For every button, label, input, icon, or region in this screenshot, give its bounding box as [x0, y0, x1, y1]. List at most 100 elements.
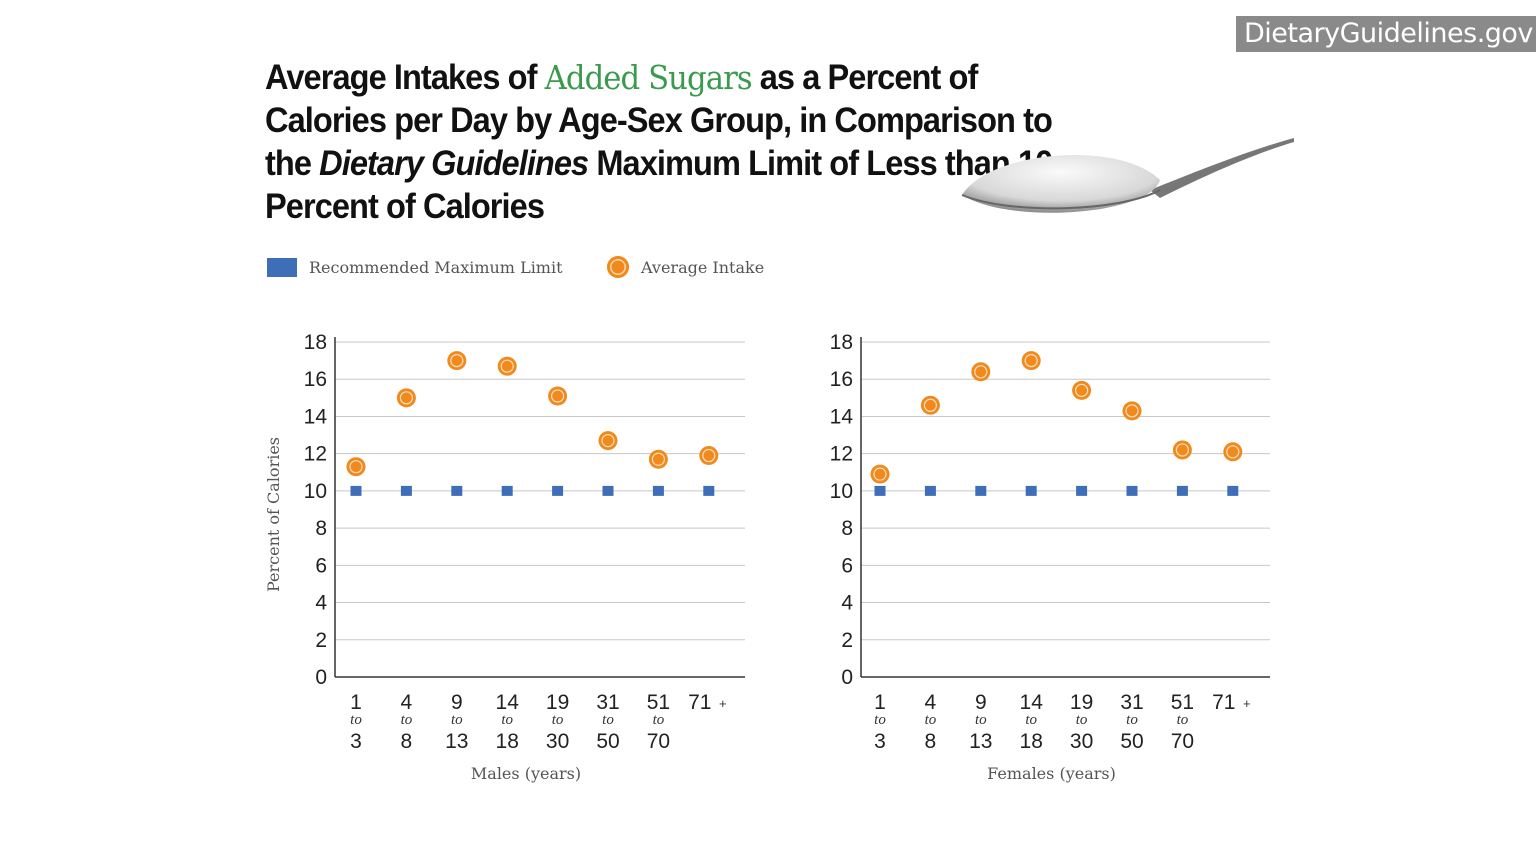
intake-marker-ring — [1074, 383, 1089, 397]
x-tick-label: 3 — [874, 730, 886, 753]
intake-marker — [396, 388, 416, 408]
intake-marker — [548, 386, 568, 406]
intake-marker-ring — [500, 359, 514, 373]
intake-marker — [971, 362, 991, 382]
x-tick-to: to — [1177, 712, 1189, 728]
y-tick-label: 0 — [315, 666, 327, 689]
limit-marker — [703, 485, 715, 496]
y-tick-label: 4 — [841, 592, 853, 615]
intake-marker — [497, 356, 517, 376]
y-tick-label: 14 — [830, 405, 854, 428]
x-tick-to: to — [451, 712, 463, 728]
intake-marker-ring — [1125, 404, 1139, 418]
y-axis-label: Percent of Calories — [264, 437, 283, 592]
x-tick-to: to — [1025, 712, 1037, 728]
site-badge: DietaryGuidelines.gov — [1236, 16, 1536, 52]
limit-marker — [501, 485, 513, 496]
y-tick-label: 8 — [841, 517, 853, 540]
x-tick-label: 9 — [451, 691, 463, 714]
x-tick-label: 71 — [688, 691, 711, 714]
x-tick-label: 1 — [350, 691, 362, 714]
y-tick-label: 18 — [304, 331, 327, 354]
x-tick-label: 9 — [975, 691, 987, 714]
x-tick-to: to — [874, 712, 886, 728]
x-tick-label: 13 — [969, 730, 992, 753]
y-tick-label: 6 — [841, 554, 853, 577]
x-tick-to: to — [602, 712, 614, 728]
x-tick-label: 14 — [496, 691, 520, 714]
x-tick-to: to — [925, 712, 937, 728]
title-part1: Average Intakes of — [265, 58, 545, 97]
legend-circle-icon — [607, 256, 629, 278]
y-tick-label: 18 — [830, 331, 853, 354]
x-tick-label: 18 — [496, 730, 519, 753]
x-tick-label: 4 — [401, 691, 413, 714]
intake-marker-ring — [974, 365, 988, 379]
limit-marker — [652, 485, 664, 496]
intake-marker-ring — [1175, 443, 1190, 457]
intake-marker-ring — [923, 398, 938, 412]
y-tick-label: 6 — [315, 554, 327, 577]
limit-marker — [975, 485, 987, 496]
x-tick-label: 31 — [596, 691, 619, 714]
legend-intake: Average Intake — [607, 256, 764, 278]
limit-marker — [1227, 485, 1239, 496]
intake-marker-ring — [1226, 445, 1240, 459]
x-tick-label: 51 — [647, 691, 670, 714]
limit-marker — [350, 485, 362, 496]
intake-marker — [346, 457, 366, 477]
limit-marker — [1126, 485, 1138, 496]
x-tick-to: to — [350, 712, 362, 728]
limit-marker — [552, 485, 564, 496]
intake-marker — [1122, 401, 1142, 421]
limit-marker — [400, 485, 412, 496]
x-tick-label: 70 — [647, 730, 670, 753]
x-tick-label: 70 — [1171, 730, 1194, 753]
limit-marker — [1076, 485, 1088, 496]
x-axis-label: Males (years) — [471, 764, 581, 783]
intake-marker — [648, 449, 668, 469]
x-tick-to: to — [1126, 712, 1138, 728]
x-tick-label: 19 — [1070, 691, 1093, 714]
limit-marker — [1176, 485, 1188, 496]
limit-marker — [1025, 485, 1037, 496]
x-tick-to: to — [1076, 712, 1088, 728]
y-tick-label: 2 — [315, 629, 327, 652]
intake-marker — [1223, 442, 1243, 462]
x-tick-label: 30 — [1070, 730, 1093, 753]
intake-marker — [1172, 440, 1192, 460]
limit-marker — [602, 485, 614, 496]
x-tick-to: to — [501, 712, 513, 728]
x-tick-label: 8 — [401, 730, 413, 753]
intake-marker — [699, 446, 719, 466]
x-tick-label: 50 — [1120, 730, 1143, 753]
intake-marker — [598, 431, 618, 451]
x-tick-plus: + — [1243, 696, 1251, 711]
x-tick-label: 51 — [1171, 691, 1194, 714]
intake-marker — [1021, 351, 1041, 371]
x-tick-label: 4 — [925, 691, 937, 714]
intake-marker-ring — [702, 448, 716, 463]
y-tick-label: 12 — [304, 443, 327, 466]
y-tick-label: 16 — [304, 368, 327, 391]
limit-marker — [924, 485, 936, 496]
x-axis-label: Females (years) — [987, 764, 1116, 783]
x-tick-label: 8 — [925, 730, 937, 753]
intake-marker — [447, 351, 467, 371]
x-tick-label: 50 — [596, 730, 619, 753]
title-part3: Maximum Limit of Less than 10 Percent of… — [265, 144, 1053, 226]
legend-intake-label: Average Intake — [641, 257, 765, 277]
x-tick-label: 19 — [546, 691, 569, 714]
x-tick-to: to — [401, 712, 413, 728]
intake-marker — [1072, 380, 1092, 400]
intake-marker-ring — [651, 452, 666, 466]
intake-marker-ring — [349, 460, 363, 474]
x-tick-plus: + — [719, 696, 727, 711]
intake-marker-ring — [1024, 354, 1038, 368]
title-italic: Dietary Guidelines — [319, 144, 589, 183]
intake-marker-ring — [399, 391, 413, 405]
intake-marker-ring — [601, 434, 615, 448]
x-tick-label: 71 — [1212, 691, 1235, 714]
y-tick-label: 10 — [304, 480, 327, 503]
